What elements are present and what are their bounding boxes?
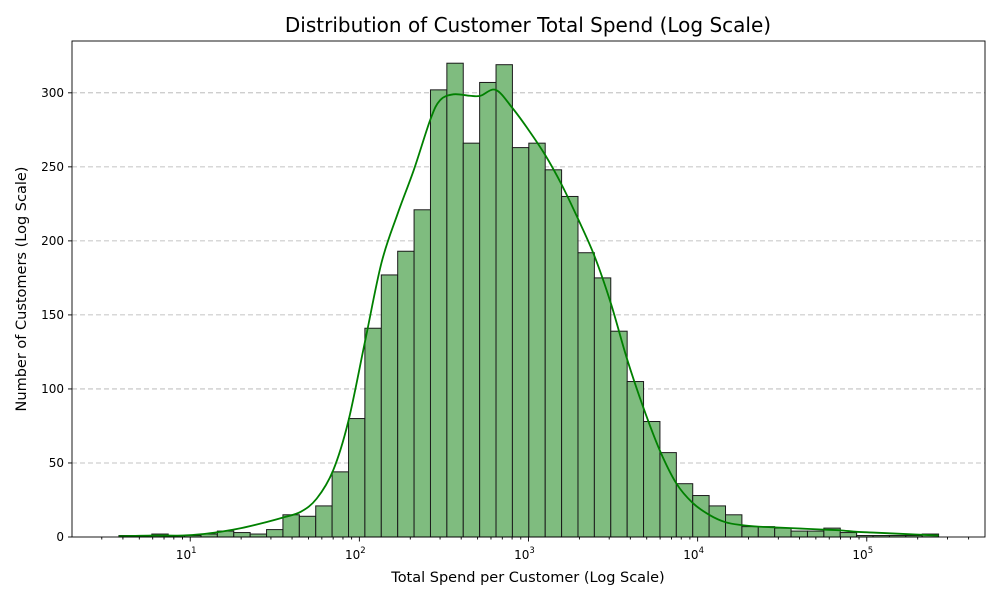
histogram-bar: [315, 505, 333, 538]
chart-title: Distribution of Customer Total Spend (Lo…: [285, 13, 771, 37]
y-tick-label: 300: [41, 86, 64, 100]
histogram-bar: [233, 532, 251, 538]
plot-frame: [71, 40, 986, 538]
x-tick-label: 103: [514, 546, 535, 562]
x-axis-label: Total Spend per Customer (Log Scale): [390, 570, 664, 586]
histogram-bar: [397, 250, 415, 538]
histogram-bar: [806, 530, 825, 538]
x-tick-exponent: 1: [191, 546, 196, 556]
histogram-bar: [790, 530, 808, 538]
x-tick-base: 10: [683, 548, 698, 562]
histogram-bar: [741, 526, 759, 538]
histogram-bar: [429, 89, 448, 538]
histogram-bar: [331, 471, 350, 538]
histogram-bar: [692, 495, 710, 538]
histogram-bar: [610, 330, 628, 538]
histogram-bar: [643, 421, 661, 538]
x-tick-label: 104: [683, 546, 704, 562]
y-tick-label: 100: [41, 382, 64, 396]
y-tick-label: 250: [41, 160, 64, 174]
histogram-bar: [561, 195, 579, 538]
y-tick-label: 0: [56, 530, 64, 544]
histogram-bar: [725, 514, 743, 538]
histogram-bar: [462, 142, 481, 538]
histogram-bar: [298, 515, 317, 538]
histogram-bar: [675, 483, 694, 538]
histogram-bar: [364, 327, 382, 538]
x-tick-base: 10: [852, 548, 867, 562]
histogram-bar: [266, 529, 284, 538]
x-tick-base: 10: [514, 548, 529, 562]
histogram-bar: [577, 252, 595, 538]
histogram-bar: [757, 526, 776, 538]
y-tick-label: 50: [49, 456, 64, 470]
histogram-bar: [593, 277, 612, 538]
histogram-bar: [544, 169, 563, 538]
histogram-bars: [118, 62, 940, 538]
histogram-bar: [282, 514, 300, 538]
histogram-bar: [659, 452, 677, 538]
histogram-bar: [626, 381, 645, 538]
histogram-bar: [348, 418, 366, 538]
y-tick-label: 150: [41, 308, 64, 322]
y-tick-label: 200: [41, 234, 64, 248]
kde-line: [118, 88, 939, 538]
x-tick-exponent: 2: [360, 546, 365, 556]
x-tick-exponent: 3: [529, 546, 534, 556]
histogram-bar: [413, 209, 431, 538]
histogram-bar: [446, 62, 464, 538]
histogram-bar: [528, 142, 546, 538]
x-tick-base: 10: [176, 548, 191, 562]
histogram-bar: [380, 274, 399, 538]
histogram-bar: [774, 527, 792, 538]
x-tick-label: 101: [176, 546, 197, 562]
x-tick-label: 102: [345, 546, 366, 562]
kde-curve: [118, 88, 939, 538]
histogram-bar: [495, 64, 513, 538]
histogram-bar: [479, 81, 497, 538]
x-tick-label: 105: [852, 546, 873, 562]
histogram-bar: [511, 147, 530, 538]
histogram-bar: [839, 532, 858, 538]
x-tick-base: 10: [345, 548, 360, 562]
x-tick-exponent: 4: [699, 546, 704, 556]
x-tick-exponent: 5: [868, 546, 873, 556]
y-axis-label: Number of Customers (Log Scale): [14, 167, 30, 412]
